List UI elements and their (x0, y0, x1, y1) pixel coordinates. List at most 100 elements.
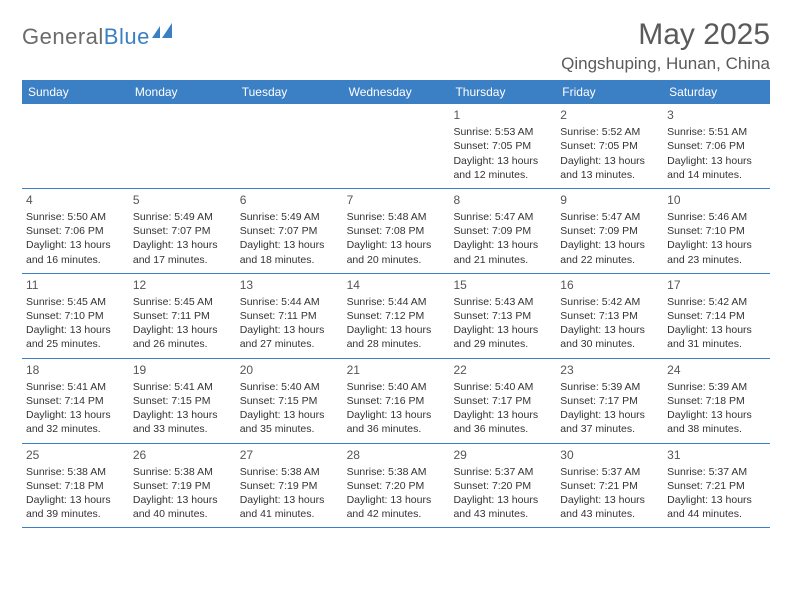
empty-day-cell (343, 104, 450, 188)
sunset-text: Sunset: 7:18 PM (667, 394, 766, 408)
sunset-text: Sunset: 7:16 PM (347, 394, 446, 408)
brand-text-gray: General (22, 24, 104, 49)
sunrise-text: Sunrise: 5:40 AM (240, 380, 339, 394)
sail-icon (152, 22, 174, 45)
sunrise-text: Sunrise: 5:42 AM (560, 295, 659, 309)
day-cell: 2 Sunrise: 5:52 AMSunset: 7:05 PMDaylight… (556, 104, 663, 188)
daylight-text: and 44 minutes. (667, 507, 766, 521)
daylight-text: Daylight: 13 hours (133, 323, 232, 337)
day-cell: 26Sunrise: 5:38 AMSunset: 7:19 PMDayligh… (129, 444, 236, 528)
sunset-text: Sunset: 7:14 PM (667, 309, 766, 323)
daylight-text: and 22 minutes. (560, 253, 659, 267)
daylight-text: and 31 minutes. (667, 337, 766, 351)
daylight-text: and 14 minutes. (667, 168, 766, 182)
day-number: 31 (667, 447, 766, 463)
daylight-text: and 27 minutes. (240, 337, 339, 351)
daylight-text: Daylight: 13 hours (347, 493, 446, 507)
sunrise-text: Sunrise: 5:43 AM (453, 295, 552, 309)
day-number: 5 (133, 192, 232, 208)
sunset-text: Sunset: 7:13 PM (453, 309, 552, 323)
weekday-header: Thursday (449, 80, 556, 104)
day-number: 21 (347, 362, 446, 378)
sunset-text: Sunset: 7:15 PM (133, 394, 232, 408)
daylight-text: Daylight: 13 hours (240, 323, 339, 337)
sunset-text: Sunset: 7:21 PM (667, 479, 766, 493)
sunset-text: Sunset: 7:08 PM (347, 224, 446, 238)
daylight-text: and 42 minutes. (347, 507, 446, 521)
day-number: 19 (133, 362, 232, 378)
daylight-text: Daylight: 13 hours (347, 238, 446, 252)
daylight-text: Daylight: 13 hours (347, 408, 446, 422)
week-row: 1 Sunrise: 5:53 AM Sunset: 7:05 PMDaylight… (22, 104, 770, 189)
location-subtitle: Qingshuping, Hunan, China (561, 54, 770, 74)
week-row: 4Sunrise: 5:50 AMSunset: 7:06 PMDaylight… (22, 189, 770, 274)
sunset-text: Sunset: 7:19 PM (240, 479, 339, 493)
sunset-text: Sunset: 7:17 PM (453, 394, 552, 408)
sunrise-text: Sunrise: 5:52 AM (560, 125, 659, 139)
day-cell: 31Sunrise: 5:37 AMSunset: 7:21 PMDayligh… (663, 444, 770, 528)
day-number: 3 (667, 107, 766, 123)
daylight-text: Daylight: 13 hours (26, 493, 125, 507)
sunset-text: Sunset: 7:20 PM (453, 479, 552, 493)
page-header: GeneralBlue May 2025 Qingshuping, Hunan,… (22, 18, 770, 74)
day-cell: 15Sunrise: 5:43 AMSunset: 7:13 PMDayligh… (449, 274, 556, 358)
title-block: May 2025 Qingshuping, Hunan, China (561, 18, 770, 74)
daylight-text: Daylight: 13 hours (26, 408, 125, 422)
sunset-text: Sunset: 7:05 PM (560, 139, 659, 153)
day-number: 27 (240, 447, 339, 463)
day-cell: 25Sunrise: 5:38 AMSunset: 7:18 PMDayligh… (22, 444, 129, 528)
brand-text: GeneralBlue (22, 24, 150, 50)
sunrise-text: Sunrise: 5:42 AM (667, 295, 766, 309)
daylight-text: and 41 minutes. (240, 507, 339, 521)
daylight-text: Daylight: 13 hours (133, 493, 232, 507)
sunrise-text: Sunrise: 5:44 AM (347, 295, 446, 309)
weekday-header: Monday (129, 80, 236, 104)
day-cell: 27Sunrise: 5:38 AMSunset: 7:19 PMDayligh… (236, 444, 343, 528)
daylight-text: Daylight: 13 hours (453, 493, 552, 507)
daylight-text: and 28 minutes. (347, 337, 446, 351)
day-number: 1 (453, 107, 552, 123)
sunset-text: Sunset: 7:11 PM (240, 309, 339, 323)
daylight-text: and 29 minutes. (453, 337, 552, 351)
empty-day-cell (129, 104, 236, 188)
calendar-body: 1Sunrise: 5:53 AMSunset: 7:05 PMDaylight… (22, 104, 770, 528)
sunrise-text: Sunrise: 5:38 AM (26, 465, 125, 479)
sunset-text: Sunset: 7:07 PM (240, 224, 339, 238)
day-cell: 24Sunrise: 5:39 AMSunset: 7:18 PMDayligh… (663, 359, 770, 443)
day-number: 26 (133, 447, 232, 463)
daylight-text: and 17 minutes. (133, 253, 232, 267)
daylight-text: Daylight: 13 hours (240, 238, 339, 252)
daylight-text: and 38 minutes. (667, 422, 766, 436)
daylight-text: and 33 minutes. (133, 422, 232, 436)
day-number: 28 (347, 447, 446, 463)
sunrise-text: Sunrise: 5:39 AM (667, 380, 766, 394)
daylight-text: Daylight: 13 hours (560, 154, 659, 168)
day-number: 18 (26, 362, 125, 378)
day-number: 6 (240, 192, 339, 208)
day-cell: 14Sunrise: 5:44 AMSunset: 7:12 PMDayligh… (343, 274, 450, 358)
day-cell: 8Sunrise: 5:47 AMSunset: 7:09 PMDaylight… (449, 189, 556, 273)
daylight-text: and 16 minutes. (26, 253, 125, 267)
weekday-header: Saturday (663, 80, 770, 104)
day-cell: 22Sunrise: 5:40 AMSunset: 7:17 PMDayligh… (449, 359, 556, 443)
sunrise-text: Sunrise: 5:53 AM (453, 125, 552, 139)
day-number: 7 (347, 192, 446, 208)
daylight-text: Daylight: 13 hours (560, 493, 659, 507)
day-number: 2 (560, 107, 659, 123)
empty-day-cell (236, 104, 343, 188)
sunrise-text: Sunrise: 5:47 AM (453, 210, 552, 224)
daylight-text: Daylight: 13 hours (667, 238, 766, 252)
day-number: 20 (240, 362, 339, 378)
daylight-text: and 13 minutes. (560, 168, 659, 182)
day-number: 24 (667, 362, 766, 378)
sunrise-text: Sunrise: 5:44 AM (240, 295, 339, 309)
sunset-text: Sunset: 7:10 PM (667, 224, 766, 238)
day-cell: 3Sunrise: 5:51 AMSunset: 7:06 PMDaylight… (663, 104, 770, 188)
sunset-text: Sunset: 7:21 PM (560, 479, 659, 493)
daylight-text: and 23 minutes. (667, 253, 766, 267)
sunrise-text: Sunrise: 5:37 AM (453, 465, 552, 479)
day-number: 29 (453, 447, 552, 463)
day-number: 4 (26, 192, 125, 208)
daylight-text: and 39 minutes. (26, 507, 125, 521)
daylight-text: and 36 minutes. (347, 422, 446, 436)
